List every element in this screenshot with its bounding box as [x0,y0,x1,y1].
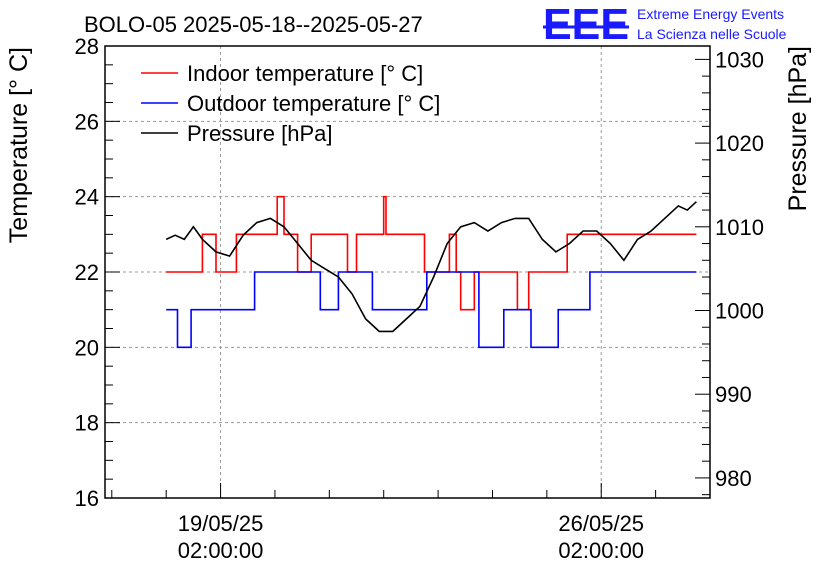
series-outdoor-temperature [166,271,697,349]
y2-tick-label: 990 [715,382,752,407]
grid [105,46,710,498]
series-lines [165,195,697,349]
eee-logo-line2: La Scienza nelle Scuole [637,26,787,42]
y2-tick-label: 1030 [715,47,764,72]
eee-logo-line1: Extreme Energy Events [637,6,784,22]
eee-logo-mark: EEE [543,0,629,49]
y2-axis-label: Pressure [hPa] [784,46,812,211]
y-axis-label: Temperature [° C] [5,47,33,243]
y2-tick-label: 1020 [715,131,764,156]
y2-tick-label: 1000 [715,299,764,324]
chart-title: BOLO-05 2025-05-18--2025-05-27 [84,12,423,37]
eee-logo: EEE Extreme Energy Events La Scienza nel… [543,0,787,49]
series-pressure [165,201,697,333]
y-tick-label: 22 [75,260,99,285]
legend: Indoor temperature [° C] Outdoor tempera… [141,61,440,146]
x-tick-label-time: 02:00:00 [558,538,644,563]
y-tick-label: 28 [75,34,99,59]
y-tick-label: 24 [75,185,99,210]
y-tick-label: 20 [75,335,99,360]
y-tick-label: 16 [75,486,99,511]
y-tick-label: 26 [75,109,99,134]
legend-label-indoor: Indoor temperature [° C] [187,61,423,86]
legend-label-pressure: Pressure [hPa] [187,121,333,146]
y2-tick-label: 980 [715,466,752,491]
y-tick-label: 18 [75,411,99,436]
axes: 16 18 20 22 24 26 28 980 990 1000 1010 1020 1030 19/0… [75,34,764,563]
x-tick-label-date: 19/05/25 [178,511,264,536]
x-tick-label-date: 26/05/25 [558,511,644,536]
x-tick-label-time: 02:00:00 [178,538,264,563]
series-indoor-temperature [166,195,697,311]
legend-label-outdoor: Outdoor temperature [° C] [187,91,440,116]
y2-tick-label: 1010 [715,215,764,240]
